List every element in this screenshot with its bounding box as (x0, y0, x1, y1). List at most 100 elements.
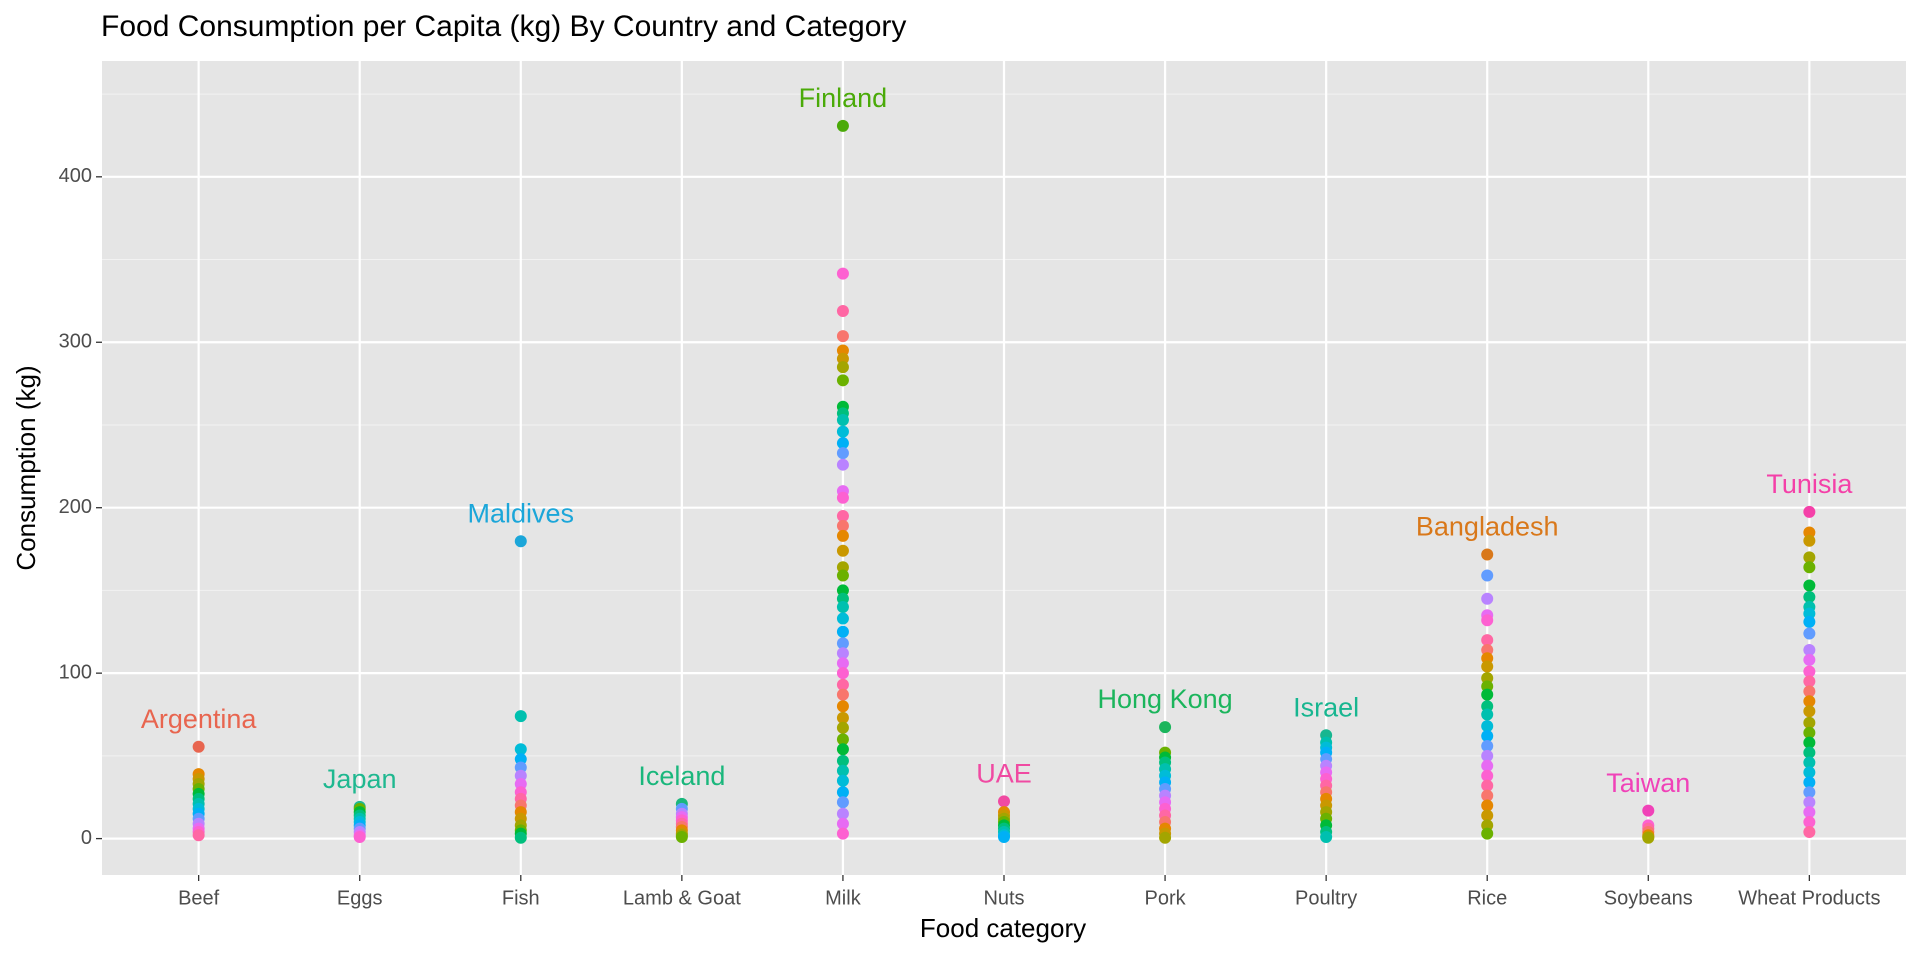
data-point (836, 600, 849, 613)
annotation: Finland (799, 83, 888, 113)
annotation: Maldives (468, 498, 575, 528)
data-point (514, 710, 527, 723)
data-point (998, 795, 1010, 808)
data-point (1481, 680, 1494, 693)
data-point (836, 647, 849, 660)
x-tick-label: Soybeans (1604, 887, 1693, 909)
data-point (836, 569, 849, 582)
data-point (514, 761, 527, 774)
data-point (1159, 721, 1172, 734)
data-point (836, 344, 849, 357)
data-point (1803, 766, 1816, 779)
annotation: Tunisia (1766, 469, 1853, 499)
x-tick-label: Wheat Products (1738, 887, 1880, 909)
data-point (836, 796, 849, 809)
data-point (514, 535, 527, 548)
chart-title: Food Consumption per Capita (kg) By Coun… (101, 10, 906, 43)
data-point (1159, 831, 1172, 844)
x-tick-label: Rice (1467, 887, 1507, 909)
data-point (1481, 720, 1494, 733)
data-point (1481, 672, 1494, 685)
annotation: UAE (976, 759, 1032, 789)
x-tick-label: Fish (502, 887, 540, 909)
data-point (1481, 652, 1494, 665)
data-point (192, 829, 205, 842)
data-point (836, 267, 849, 280)
data-point (836, 414, 849, 427)
data-point (836, 667, 849, 680)
data-point (836, 491, 849, 504)
x-tick-label: Lamb & Goat (623, 887, 741, 909)
data-point (514, 831, 527, 844)
x-tick-label: Nuts (983, 887, 1024, 909)
data-point (1481, 708, 1494, 721)
data-point (836, 561, 849, 574)
data-point (836, 584, 849, 597)
y-tick-label: 0 (81, 827, 92, 849)
data-point (1481, 799, 1494, 812)
data-point (1803, 643, 1816, 656)
data-point (1481, 700, 1494, 713)
data-point (1803, 561, 1816, 574)
data-point (1803, 627, 1816, 640)
data-point (1481, 827, 1494, 840)
x-axis-title: Food category (920, 913, 1086, 943)
annotation: Japan (323, 764, 397, 794)
data-point (1803, 615, 1816, 628)
data-point (836, 743, 849, 756)
data-point (1803, 776, 1816, 789)
data-point (1481, 548, 1494, 561)
y-tick-label: 200 (59, 496, 92, 518)
data-point (1803, 607, 1816, 620)
data-point (514, 743, 527, 756)
data-point (836, 425, 849, 438)
data-point (1481, 759, 1494, 772)
data-point (836, 625, 849, 638)
annotation: Hong Kong (1098, 684, 1233, 714)
data-point (1803, 786, 1816, 799)
data-point (1481, 592, 1494, 605)
data-point (836, 700, 849, 713)
y-tick-label: 100 (59, 661, 92, 683)
data-point (998, 830, 1010, 843)
data-point (514, 769, 527, 782)
data-point (836, 637, 849, 650)
data-point (836, 361, 849, 374)
data-point (1803, 665, 1816, 678)
data-point (1803, 816, 1816, 829)
data-point (836, 774, 849, 787)
data-point (836, 733, 849, 746)
annotation: Israel (1293, 692, 1359, 722)
data-point (1803, 579, 1816, 592)
data-point (1481, 614, 1494, 627)
annotation: Bangladesh (1416, 512, 1559, 542)
data-point (836, 330, 849, 343)
data-point (836, 657, 849, 670)
data-point (836, 786, 849, 799)
data-point (1803, 675, 1816, 688)
data-point (1803, 685, 1816, 698)
data-point (836, 509, 849, 522)
data-point (1803, 736, 1816, 749)
data-point (1481, 819, 1494, 832)
data-point (836, 447, 849, 460)
data-point (1803, 825, 1816, 838)
data-point (1642, 831, 1655, 844)
data-point (836, 374, 849, 387)
data-point (1481, 569, 1494, 582)
data-point (1481, 730, 1494, 743)
annotation: Argentina (141, 704, 258, 734)
data-point (836, 529, 849, 542)
data-point (836, 458, 849, 471)
data-point (1481, 779, 1494, 792)
data-point (836, 764, 849, 777)
data-point (192, 740, 205, 753)
data-point (1803, 695, 1816, 708)
data-point (1803, 526, 1816, 539)
data-point (514, 753, 527, 766)
data-point (1803, 746, 1816, 759)
x-tick-label: Milk (825, 887, 862, 909)
data-point (1481, 809, 1494, 822)
